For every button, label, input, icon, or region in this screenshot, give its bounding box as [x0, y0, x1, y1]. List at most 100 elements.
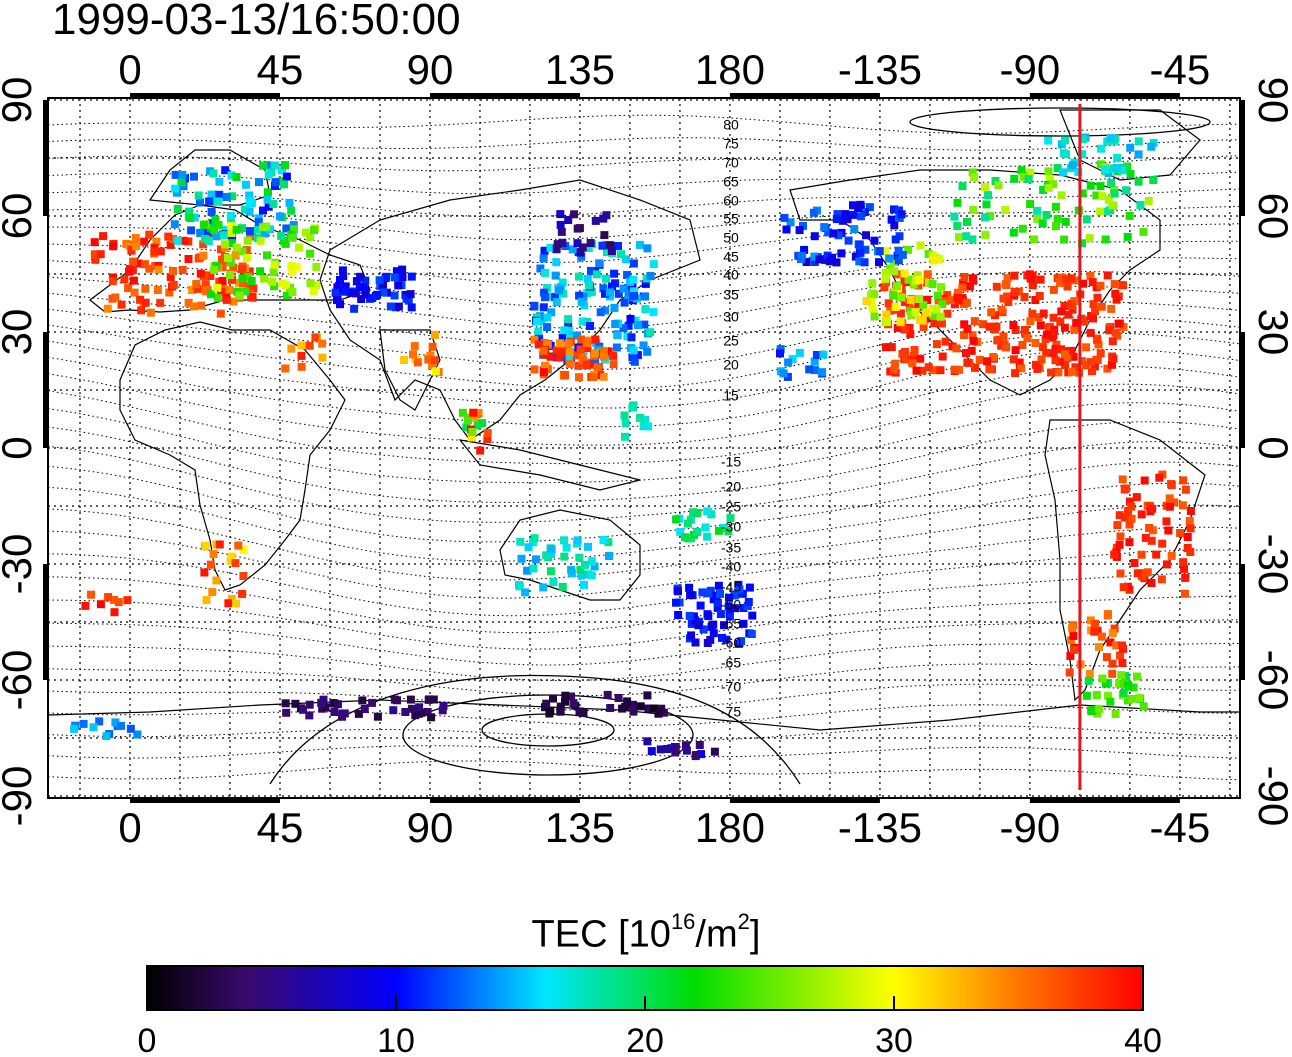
tec-cell: [565, 326, 574, 335]
tec-cell: [965, 282, 974, 291]
tec-cell: [558, 238, 567, 247]
tec-cell: [227, 594, 236, 603]
longitude-label: 0: [118, 46, 141, 93]
tec-cell: [573, 224, 582, 233]
coastline: [89, 204, 371, 313]
tec-cell: [971, 363, 979, 372]
tec-cell: [215, 177, 224, 186]
tec-cell: [234, 541, 243, 550]
longitude-label: 0: [118, 804, 141, 851]
coastline: [319, 179, 701, 441]
tec-cell: [924, 249, 933, 258]
tec-cell: [889, 291, 898, 300]
tec-cell: [549, 578, 558, 587]
tec-cell: [629, 275, 638, 284]
tec-cell: [999, 294, 1008, 303]
tec-cell: [629, 292, 637, 301]
tec-cell: [627, 333, 636, 342]
tec-cell: [604, 538, 613, 547]
tec-cell: [1087, 706, 1096, 714]
tec-cell: [893, 251, 902, 260]
contour-line: [48, 482, 1240, 562]
tec-cell: [336, 300, 344, 309]
tec-cell: [530, 365, 539, 374]
tec-cell: [633, 351, 642, 360]
tec-cell: [906, 295, 915, 304]
tec-cell: [1067, 274, 1076, 283]
tec-cell: [1118, 475, 1127, 484]
tec-cell: [1133, 569, 1142, 578]
tec-cell: [644, 422, 652, 431]
tec-cell: [579, 356, 588, 365]
tec-cell: [1104, 691, 1113, 700]
left-scale-bar: [43, 564, 49, 681]
tec-cell: [413, 358, 422, 367]
right-latitude-labels: 90 60 30 0 -30 -60 -90: [1250, 77, 1292, 827]
tec-cell: [1039, 309, 1048, 318]
tec-cell: [905, 324, 914, 332]
tec-cell: [225, 286, 234, 294]
tec-cell: [409, 350, 417, 359]
tec-cell: [569, 699, 578, 708]
tec-cell: [567, 565, 576, 574]
tec-cell: [1102, 653, 1111, 662]
tec-cell: [887, 343, 896, 352]
tec-cell: [861, 245, 870, 254]
tec-cell: [282, 224, 291, 233]
tec-cell: [228, 275, 236, 284]
tec-cell: [984, 191, 993, 200]
tec-cell: [530, 335, 539, 344]
tec-cell: [1067, 367, 1076, 376]
tec-cell: [1090, 619, 1099, 628]
tec-cell: [1185, 517, 1194, 525]
tec-cell: [560, 536, 568, 545]
tec-cell: [875, 258, 883, 267]
tec-cell: [375, 276, 384, 285]
tec-cell: [795, 226, 804, 235]
tec-cell: [1111, 289, 1120, 298]
tec-cell: [558, 333, 567, 342]
tec-cell: [406, 695, 415, 704]
tec-cell: [356, 272, 365, 281]
tec-cell: [1096, 281, 1105, 290]
tec-cell: [953, 222, 962, 230]
tec-cell: [591, 358, 600, 367]
tec-cell: [898, 349, 907, 358]
tec-cell: [619, 284, 628, 293]
tec-cell: [629, 707, 638, 716]
tec-cell: [346, 288, 355, 297]
tec-cell: [1061, 361, 1070, 369]
contour-label: -20: [721, 479, 741, 495]
latitude-label: 60: [1250, 193, 1292, 240]
tec-cell: [232, 599, 240, 608]
tec-cell: [1068, 624, 1077, 633]
tec-cell: [1088, 278, 1097, 287]
tec-cell: [1119, 583, 1128, 592]
tec-cell: [577, 571, 586, 580]
tec-cell: [1097, 302, 1106, 311]
tec-cell: [226, 211, 235, 220]
tec-cell: [1049, 349, 1058, 358]
tec-cell: [270, 282, 279, 291]
tec-cell: [587, 557, 596, 566]
tec-cell: [1067, 301, 1076, 310]
tec-cell: [900, 298, 909, 307]
contour-label: -60: [721, 635, 741, 651]
tec-cell: [1110, 550, 1119, 559]
tec-cell: [390, 291, 399, 300]
tec-cell: [786, 218, 795, 227]
contour-line: [48, 595, 1240, 650]
tec-cell: [109, 242, 118, 251]
top-scale-bar: [429, 93, 580, 99]
tec-cell: [546, 352, 555, 361]
tec-cell: [152, 237, 161, 246]
tec-cell: [802, 258, 811, 266]
tec-cell: [1118, 641, 1126, 650]
tec-cell: [849, 201, 857, 210]
tec-cell: [543, 323, 552, 332]
tec-cell: [1061, 275, 1070, 284]
tec-cell: [968, 331, 977, 340]
tec-cell: [199, 251, 208, 260]
tec-cell: [981, 230, 990, 239]
colorbar-label: TEC [1016/m2]: [531, 909, 761, 956]
